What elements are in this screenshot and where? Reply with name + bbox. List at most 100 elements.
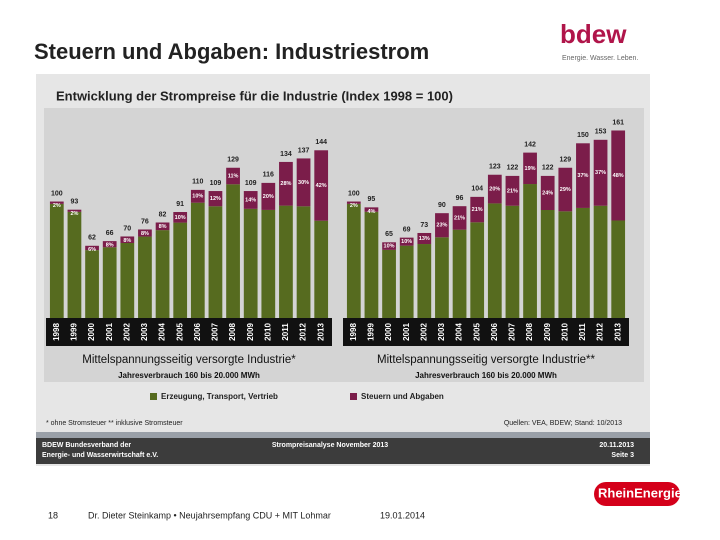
- footer-band: [36, 438, 650, 464]
- bar-segment-tax: [593, 139, 608, 206]
- x-tick-label: 2001: [105, 323, 114, 341]
- bar-segment-tax: [155, 222, 170, 231]
- bottom-logo: RheinEnergie: [598, 485, 682, 500]
- bar-segment-tax: [279, 161, 293, 206]
- chart-subtitle: Jahresverbrauch 160 bis 20.000 MWh: [415, 371, 557, 380]
- share-label: 21%: [472, 207, 483, 213]
- x-tick-label: 2012: [596, 323, 605, 341]
- share-label: 8%: [159, 224, 167, 230]
- bar-segment-base: [67, 211, 82, 318]
- share-label: 10%: [401, 239, 412, 245]
- total-label: 134: [280, 151, 292, 158]
- bar-segment-tax: [120, 236, 135, 243]
- x-tick-label: 2013: [613, 323, 622, 341]
- share-label: 2%: [350, 203, 358, 209]
- chart-title: Mittelspannungsseitig versorgte Industri…: [377, 354, 596, 366]
- x-tick-label: 2003: [140, 323, 149, 341]
- x-tick-label: 2006: [490, 323, 499, 341]
- share-label: 48%: [613, 173, 624, 179]
- total-label: 70: [123, 225, 131, 232]
- total-label: 144: [315, 139, 327, 146]
- bar-segment-base: [558, 211, 573, 318]
- x-tick-label: 2005: [175, 323, 184, 341]
- total-label: 150: [577, 132, 589, 139]
- share-label: 20%: [489, 187, 500, 193]
- footnote: * ohne Stromsteuer ** inklusive Stromste…: [46, 420, 183, 427]
- bar-segment-base: [611, 220, 626, 318]
- bar-segment-tax: [505, 175, 520, 206]
- bar-segment-base: [435, 237, 449, 318]
- share-label: 8%: [123, 238, 131, 244]
- category-band: [46, 318, 332, 346]
- share-label: 4%: [367, 209, 375, 215]
- bottom-date: 19.01.2014: [380, 510, 425, 520]
- bar-segment-base: [314, 220, 329, 318]
- share-label: 19%: [525, 166, 536, 172]
- bar-segment-tax: [208, 191, 223, 207]
- total-label: 142: [524, 141, 536, 148]
- total-label: 161: [612, 119, 624, 126]
- bar-segment-base: [382, 249, 396, 318]
- bar-segment-base: [470, 222, 485, 318]
- total-label: 76: [141, 218, 149, 225]
- share-label: 8%: [106, 243, 114, 249]
- logo: bdew: [560, 19, 627, 49]
- share-label: 28%: [280, 181, 291, 187]
- legend: Erzeugung, Transport, Vertrieb Steuern un…: [150, 392, 444, 401]
- x-tick-label: 2000: [87, 323, 96, 341]
- total-label: 110: [192, 179, 203, 186]
- share-label: 13%: [419, 236, 430, 242]
- total-label: 116: [263, 172, 274, 179]
- x-tick-label: 1998: [349, 323, 358, 341]
- bar-segment-tax: [49, 201, 64, 204]
- bar-segment-tax: [67, 209, 82, 212]
- bar-segment-tax: [470, 196, 485, 223]
- x-tick-label: 1999: [367, 323, 376, 341]
- bar-segment-base: [173, 222, 188, 318]
- share-label: 29%: [560, 187, 571, 193]
- x-tick-label: 2004: [455, 323, 464, 341]
- bar-segment-tax: [364, 207, 379, 212]
- total-label: 90: [438, 202, 446, 209]
- x-tick-label: 1998: [52, 323, 61, 341]
- total-label: 93: [71, 199, 79, 206]
- bar-segment-tax: [102, 241, 117, 248]
- x-tick-label: 2002: [122, 323, 131, 341]
- total-label: 91: [176, 201, 184, 208]
- bar-segment-base: [226, 184, 240, 318]
- share-label: 14%: [245, 197, 256, 203]
- bar-segment-base: [190, 202, 205, 318]
- chart-title: Mittelspannungsseitig versorgte Industri…: [82, 354, 296, 366]
- bar-segment-tax: [611, 130, 626, 221]
- legend-label: Steuern und Abgaben: [361, 392, 444, 401]
- legend-swatch: [150, 393, 157, 400]
- bar-segment-base: [279, 205, 293, 318]
- bar-segment-base: [208, 206, 223, 318]
- bar-segment-tax: [243, 191, 258, 209]
- bar-segment-tax: [523, 152, 537, 185]
- share-label: 10%: [384, 244, 395, 250]
- bar-segment-tax: [85, 245, 99, 251]
- share-label: 12%: [210, 196, 221, 202]
- total-label: 82: [159, 211, 167, 218]
- bar-segment-tax: [314, 150, 329, 221]
- share-label: 11%: [228, 173, 239, 179]
- bar-segment-base: [49, 203, 64, 318]
- bar-segment-base: [540, 210, 555, 318]
- logo-tagline: Energie. Wasser. Leben.: [562, 55, 638, 62]
- x-tick-label: 2005: [472, 323, 481, 341]
- x-tick-label: 2004: [158, 323, 167, 341]
- total-label: 62: [88, 235, 96, 242]
- share-label: 10%: [175, 215, 186, 221]
- share-label: 2%: [70, 211, 78, 217]
- total-label: 122: [507, 165, 519, 172]
- share-label: 23%: [436, 223, 447, 229]
- total-label: 123: [489, 164, 501, 171]
- x-tick-label: 2008: [525, 323, 534, 341]
- share-label: 8%: [141, 231, 149, 237]
- chart-subtitle: Jahresverbrauch 160 bis 20.000 MWh: [118, 371, 260, 380]
- share-label: 30%: [298, 180, 309, 186]
- footer-org: Energie- und Wasserwirtschaft e.V.: [42, 452, 158, 459]
- bar-segment-tax: [435, 213, 449, 238]
